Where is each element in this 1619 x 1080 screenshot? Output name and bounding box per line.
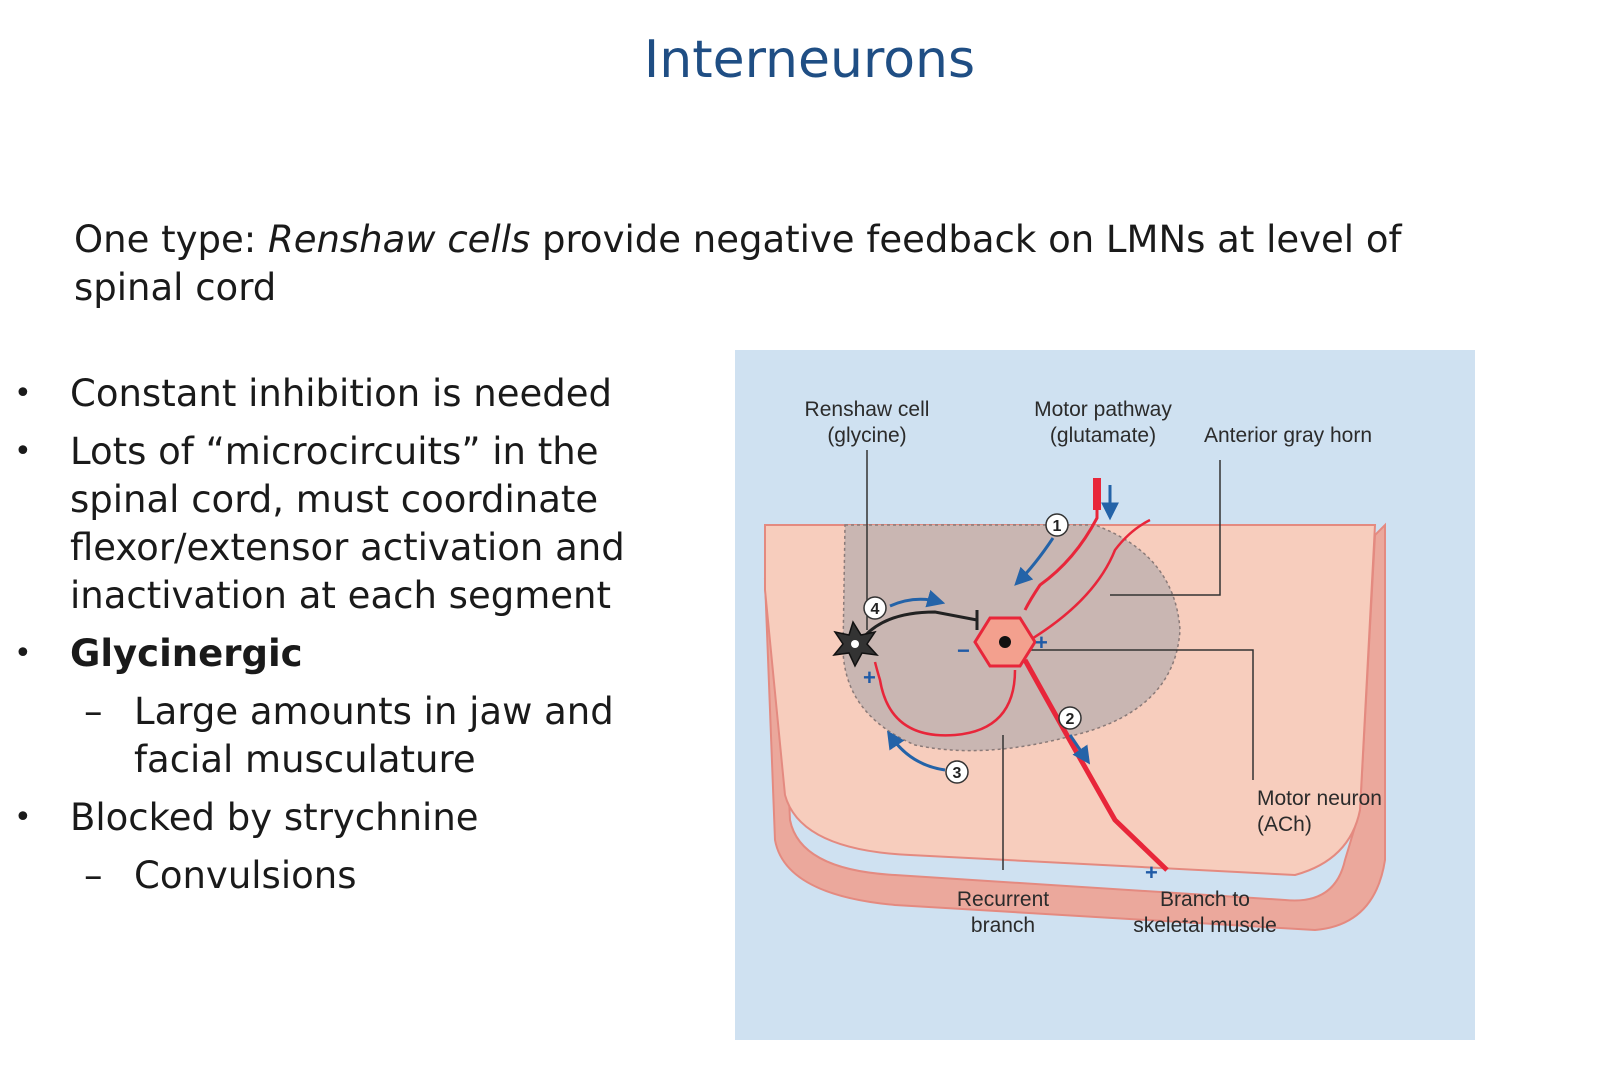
label-anterior-gray-horn: Anterior gray horn (1204, 424, 1372, 447)
renshaw-cell-nucleus (851, 640, 859, 648)
label-recurrent-branch: branch (971, 914, 1035, 937)
bullet-text: Constant inhibition is needed (70, 372, 612, 415)
bullet-dot-icon: • (14, 636, 32, 671)
sub-bullet-item: – Convulsions (14, 852, 664, 900)
bullet-dot-icon: • (14, 434, 32, 469)
label-motor-pathway-glutamate: (glutamate) (1050, 424, 1156, 447)
lateral-branch (1029, 518, 1151, 642)
intro-prefix: One type: (74, 218, 268, 261)
bullet-item: • Constant inhibition is needed (14, 370, 664, 418)
step-1-marker: 1 (1045, 513, 1069, 537)
dash-icon: – (84, 854, 103, 897)
renshaw-diagram-svg: 1 2 3 4 + − + + Renshaw cell (glycine) M… (735, 350, 1475, 1040)
label-renshaw-cell: Renshaw cell (805, 398, 930, 421)
arrow-step-4 (889, 589, 946, 608)
arrow-step-2 (1068, 734, 1091, 765)
bullet-dot-icon: • (14, 800, 32, 835)
sub-bullet-item: – Large amounts in jaw and facial muscul… (14, 688, 664, 784)
step-2-marker: 2 (1058, 706, 1082, 730)
bullet-text: Glycinergic (70, 632, 303, 675)
motor-pathway-terminal (1093, 478, 1101, 510)
bullet-text: Lots of “microcircuits” in the spinal co… (70, 430, 625, 617)
label-motor-pathway: Motor pathway (1034, 398, 1172, 421)
step-3-marker: 3 (945, 760, 969, 784)
leader-anterior-horn (1110, 460, 1221, 596)
sign-minus-inhibition: − (957, 638, 970, 663)
bullet-list: • Constant inhibition is needed • Lots o… (14, 370, 664, 910)
intro-paragraph: One type: Renshaw cells provide negative… (74, 216, 1494, 312)
label-branch-to: Branch to (1160, 888, 1250, 911)
bullet-dot-icon: • (14, 376, 32, 411)
sub-bullet-text: Large amounts in jaw and facial musculat… (134, 690, 614, 781)
sign-plus-muscle: + (1145, 860, 1158, 885)
intro-suffix: provide negative feedback on LMNs at lev… (74, 218, 1402, 309)
label-motor-neuron-ach: (ACh) (1257, 813, 1312, 836)
intro-emphasis: Renshaw cells (267, 218, 531, 261)
svg-text:4: 4 (871, 601, 880, 618)
recurrent-branch (873, 661, 1017, 737)
svg-text:1: 1 (1053, 518, 1062, 535)
sign-plus-renshaw-input: + (863, 665, 876, 690)
bullet-item: • Lots of “microcircuits” in the spinal … (14, 428, 664, 620)
label-recurrent: Recurrent (957, 888, 1049, 911)
slide-title: Interneurons (643, 30, 976, 90)
renshaw-axon (861, 610, 978, 639)
sign-plus-excitatory-input: + (1035, 630, 1048, 655)
step-4-marker: 4 (863, 596, 887, 620)
label-skeletal-muscle: skeletal muscle (1133, 914, 1277, 937)
arrow-step-3 (887, 730, 946, 772)
bullet-item: • Glycinergic (14, 630, 664, 678)
label-renshaw-glycine: (glycine) (827, 424, 906, 447)
motor-neuron-nucleus (999, 636, 1011, 648)
svg-text:3: 3 (953, 765, 962, 782)
label-motor-neuron: Motor neuron (1257, 787, 1382, 810)
bullet-item: • Blocked by strychnine (14, 794, 664, 842)
motor-pathway-fiber (1023, 492, 1099, 611)
leader-motor-neuron (1015, 649, 1254, 780)
dash-icon: – (84, 690, 103, 733)
svg-text:2: 2 (1066, 711, 1075, 728)
bullet-text: Blocked by strychnine (70, 796, 479, 839)
renshaw-diagram: 1 2 3 4 + − + + Renshaw cell (glycine) M… (735, 350, 1475, 1040)
arrow-step-1 (1014, 537, 1055, 586)
spinal-cord-edge (763, 522, 1386, 932)
sub-bullet-text: Convulsions (134, 854, 357, 897)
